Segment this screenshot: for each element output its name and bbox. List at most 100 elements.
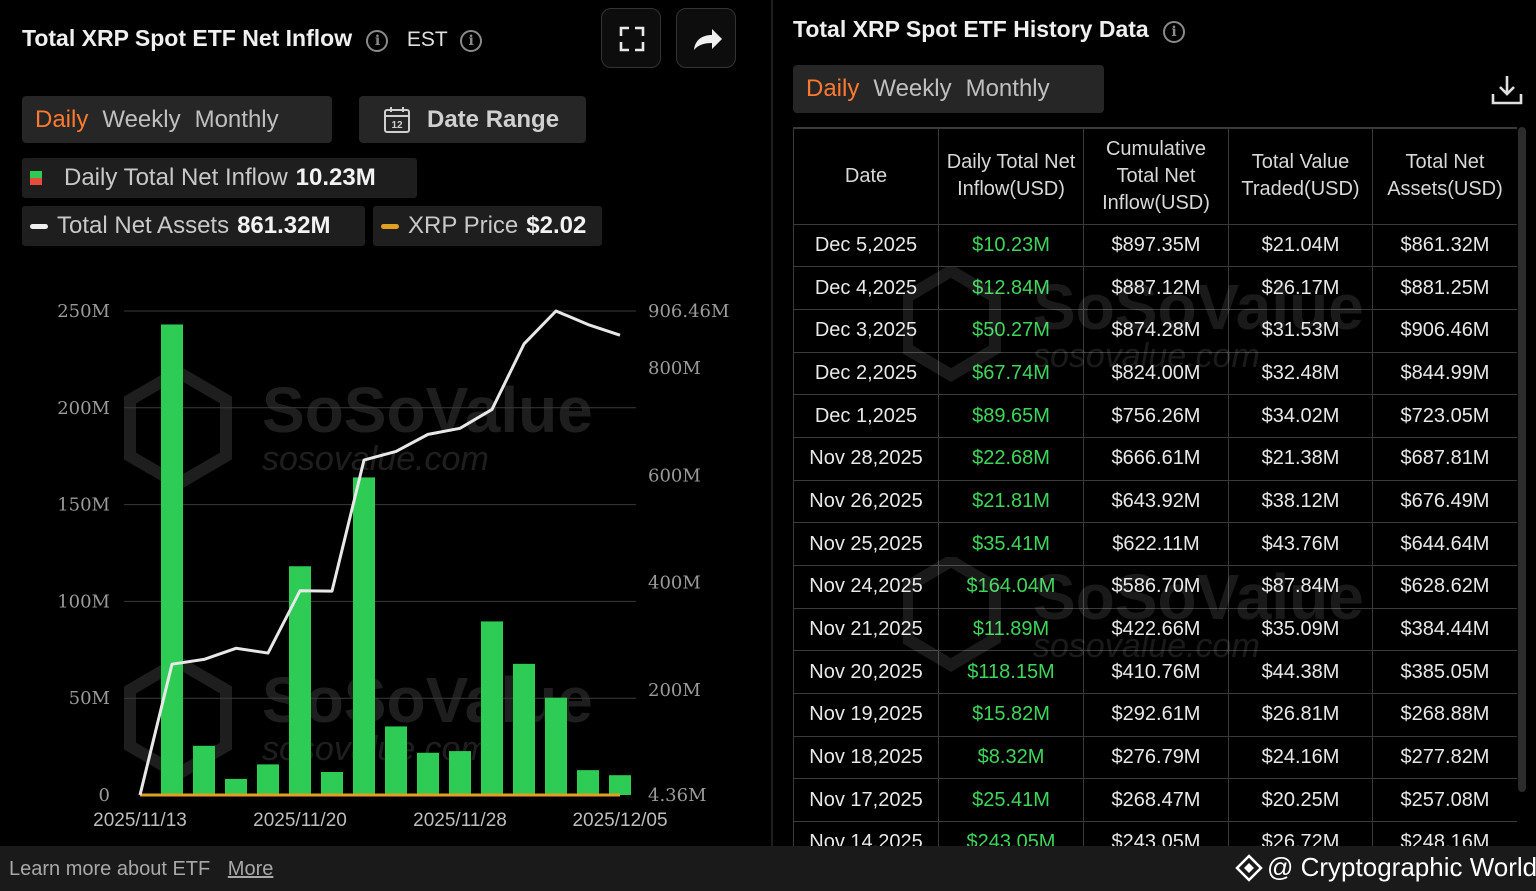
- price-swatch: [381, 223, 399, 229]
- legend-inflow-value: 10.23M: [295, 164, 376, 191]
- table-row[interactable]: Dec 4,2025 $12.84M $887.12M $26.17M $881.25M: [793, 266, 1517, 310]
- date-range-button[interactable]: 12 Date Range: [359, 96, 586, 143]
- table-row[interactable]: Dec 2,2025 $67.74M $824.00M $32.48M $844.99M: [793, 351, 1517, 396]
- share-icon: [694, 29, 722, 50]
- cell-value-traded: $21.04M: [1228, 223, 1373, 268]
- left-axis-tick-label: 100M: [57, 591, 110, 612]
- cell-cumulative-inflow: $586.70M: [1083, 565, 1229, 609]
- cell-date: Nov 17,2025: [793, 778, 939, 823]
- table-row[interactable]: Dec 3,2025 $50.27M $874.28M $31.53M $906.46M: [793, 308, 1517, 353]
- cell-net-assets: $861.32M: [1372, 223, 1517, 268]
- history-info-icon[interactable]: i: [1163, 21, 1186, 43]
- cell-date: Nov 28,2025: [793, 436, 939, 481]
- footer-text: Learn more about ETF: [9, 858, 211, 880]
- left-axis-tick-label: 0: [99, 785, 110, 806]
- cell-daily-inflow: $164.04M: [938, 565, 1084, 609]
- left-axis-tick-label: 150M: [57, 495, 110, 516]
- fullscreen-button[interactable]: [601, 8, 661, 68]
- table-row[interactable]: Dec 5,2025 $10.23M $897.35M $21.04M $861.32M: [793, 223, 1517, 268]
- table-row[interactable]: Nov 24,2025 $164.04M $586.70M $87.84M $628.6…: [793, 565, 1517, 609]
- cell-daily-inflow: $67.74M: [938, 351, 1084, 396]
- cell-daily-inflow: $21.81M: [938, 479, 1084, 524]
- cell-daily-inflow: $8.32M: [938, 735, 1084, 780]
- right-axis-tick-label: 600M: [648, 465, 701, 486]
- legend-daily-inflow[interactable]: Daily Total Net Inflow 10.23M: [22, 158, 417, 198]
- cell-date: Nov 14,2025: [793, 821, 939, 846]
- table-row[interactable]: Nov 14,2025 $243.05M $243.05M $26.72M $248.1…: [793, 821, 1517, 846]
- history-table: Date Daily Total Net Inflow(USD) Cumulat…: [793, 127, 1517, 846]
- cell-date: Nov 26,2025: [793, 479, 939, 524]
- col-header-cumulative-inflow[interactable]: Cumulative Total Net Inflow(USD): [1083, 127, 1229, 225]
- cell-net-assets: $844.99M: [1372, 351, 1517, 396]
- share-button[interactable]: [676, 8, 736, 68]
- cell-daily-inflow: $35.41M: [938, 522, 1084, 566]
- right-axis-tick-label: 4.36M: [648, 785, 707, 806]
- left-axis-tick-label: 50M: [69, 688, 110, 709]
- left-axis-tick-label: 200M: [57, 398, 110, 419]
- right-axis-tick-label: 800M: [648, 358, 701, 379]
- x-axis-tick-label: 2025/11/28: [413, 810, 507, 831]
- inflow-bar: [353, 477, 375, 795]
- history-tab-daily[interactable]: Daily: [806, 75, 860, 102]
- legend-xrp-price[interactable]: XRP Price $2.02: [373, 206, 602, 246]
- table-row[interactable]: Nov 21,2025 $11.89M $422.66M $35.09M $384.44…: [793, 607, 1517, 652]
- inflow-bar: [513, 663, 535, 795]
- cell-daily-inflow: $15.82M: [938, 693, 1084, 737]
- chart-tab-daily[interactable]: Daily: [35, 105, 89, 133]
- cell-net-assets: $384.44M: [1372, 607, 1517, 652]
- col-header-value-traded[interactable]: Total Value Traded(USD): [1228, 127, 1373, 225]
- cell-net-assets: $881.25M: [1372, 266, 1517, 310]
- table-row[interactable]: Nov 25,2025 $35.41M $622.11M $43.76M $644.64…: [793, 522, 1517, 566]
- history-tab-weekly[interactable]: Weekly: [873, 75, 952, 102]
- x-axis-tick-label: 2025/11/13: [93, 810, 187, 831]
- right-axis-tick-label: 200M: [648, 680, 701, 701]
- cell-date: Nov 19,2025: [793, 693, 939, 737]
- cell-value-traded: $34.02M: [1228, 394, 1373, 438]
- table-row[interactable]: Nov 18,2025 $8.32M $276.79M $24.16M $277.82M: [793, 735, 1517, 780]
- col-header-date[interactable]: Date: [793, 127, 939, 225]
- inflow-bar: [385, 726, 407, 795]
- table-row[interactable]: Nov 17,2025 $25.41M $268.47M $20.25M $257.08…: [793, 778, 1517, 823]
- x-axis-tick-label: 2025/11/20: [253, 810, 347, 831]
- table-scrollbar[interactable]: [1518, 127, 1526, 792]
- timezone-label: EST: [406, 28, 448, 51]
- cell-value-traded: $20.25M: [1228, 778, 1373, 823]
- footer-bar: Learn more about ETF More @ Cryptographi…: [0, 846, 1536, 891]
- timezone-info-icon[interactable]: i: [460, 30, 483, 52]
- history-tab-monthly[interactable]: Monthly: [965, 75, 1050, 102]
- table-row[interactable]: Nov 26,2025 $21.81M $643.92M $38.12M $676.49…: [793, 479, 1517, 524]
- table-row[interactable]: Nov 20,2025 $118.15M $410.76M $44.38M $385.0…: [793, 650, 1517, 695]
- legend-total-assets[interactable]: Total Net Assets 861.32M: [22, 206, 365, 246]
- cell-value-traded: $32.48M: [1228, 351, 1373, 396]
- cell-value-traded: $21.38M: [1228, 436, 1373, 481]
- history-panel: Total XRP Spot ETF History Data i Daily …: [773, 0, 1536, 846]
- col-header-net-assets[interactable]: Total Net Assets(USD): [1372, 127, 1517, 225]
- cell-value-traded: $43.76M: [1228, 522, 1373, 566]
- cell-value-traded: $26.17M: [1228, 266, 1373, 310]
- cell-cumulative-inflow: $897.35M: [1083, 223, 1229, 268]
- info-icon[interactable]: i: [366, 30, 389, 52]
- inflow-bar: [449, 751, 471, 795]
- right-axis-tick-label: 400M: [648, 573, 701, 594]
- more-link[interactable]: More: [227, 858, 274, 880]
- cell-date: Nov 24,2025: [793, 565, 939, 609]
- table-row[interactable]: Nov 28,2025 $22.68M $666.61M $21.38M $687.81…: [793, 436, 1517, 481]
- credit-watermark: @ Cryptographic World: [1235, 852, 1536, 883]
- inflow-bar: [161, 324, 183, 795]
- cell-cumulative-inflow: $824.00M: [1083, 351, 1229, 396]
- cell-cumulative-inflow: $422.66M: [1083, 607, 1229, 652]
- col-header-daily-inflow[interactable]: Daily Total Net Inflow(USD): [938, 127, 1084, 225]
- history-table-container[interactable]: Date Daily Total Net Inflow(USD) Cumulat…: [793, 127, 1517, 846]
- download-icon[interactable]: [1489, 72, 1525, 108]
- table-row[interactable]: Dec 1,2025 $89.65M $756.26M $34.02M $723.05M: [793, 394, 1517, 438]
- table-row[interactable]: Nov 19,2025 $15.82M $292.61M $26.81M $268.88…: [793, 693, 1517, 737]
- watermark-brand: SoSoValue: [262, 664, 593, 736]
- cell-cumulative-inflow: $410.76M: [1083, 650, 1229, 695]
- calendar-day: 12: [391, 120, 403, 131]
- chart-tab-weekly[interactable]: Weekly: [102, 105, 181, 133]
- net-inflow-panel: Total XRP Spot ETF Net Inflow i EST i Da…: [0, 0, 772, 846]
- cell-daily-inflow: $243.05M: [938, 821, 1084, 846]
- chart-tab-monthly[interactable]: Monthly: [194, 105, 279, 133]
- cell-date: Nov 18,2025: [793, 735, 939, 780]
- cell-cumulative-inflow: $268.47M: [1083, 778, 1229, 823]
